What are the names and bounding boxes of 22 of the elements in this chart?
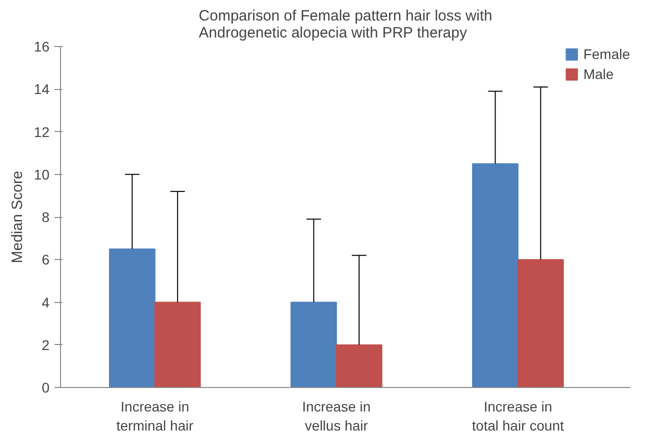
bar xyxy=(472,163,518,388)
y-tick-label: 4 xyxy=(42,294,50,310)
bar xyxy=(517,259,564,388)
y-tick-label: 14 xyxy=(34,81,50,98)
x-tick-label: Increase in terminal hair xyxy=(116,398,194,434)
y-tick-label: 8 xyxy=(42,209,50,225)
legend-label: Female xyxy=(583,46,630,62)
bar xyxy=(290,302,337,388)
x-tick-label: Increase in vellus hair xyxy=(302,398,371,434)
y-tick-label: 0 xyxy=(42,380,50,396)
y-tick-label: 12 xyxy=(34,124,50,140)
y-tick-label: 16 xyxy=(34,38,50,54)
chart-title: Comparison of Female pattern hair loss with Androgenetic alopecia with PRP therapy xyxy=(198,8,492,42)
bar xyxy=(336,344,382,388)
y-tick-label: 2 xyxy=(42,336,50,353)
x-tick-label: Increase in total hair count xyxy=(472,398,564,434)
bar xyxy=(154,302,201,388)
y-tick-label: 10 xyxy=(34,166,50,182)
bar xyxy=(109,248,156,388)
y-tick-label: 6 xyxy=(42,252,50,268)
y-axis-title: Median Score xyxy=(8,170,26,264)
legend-label: Male xyxy=(583,66,614,82)
